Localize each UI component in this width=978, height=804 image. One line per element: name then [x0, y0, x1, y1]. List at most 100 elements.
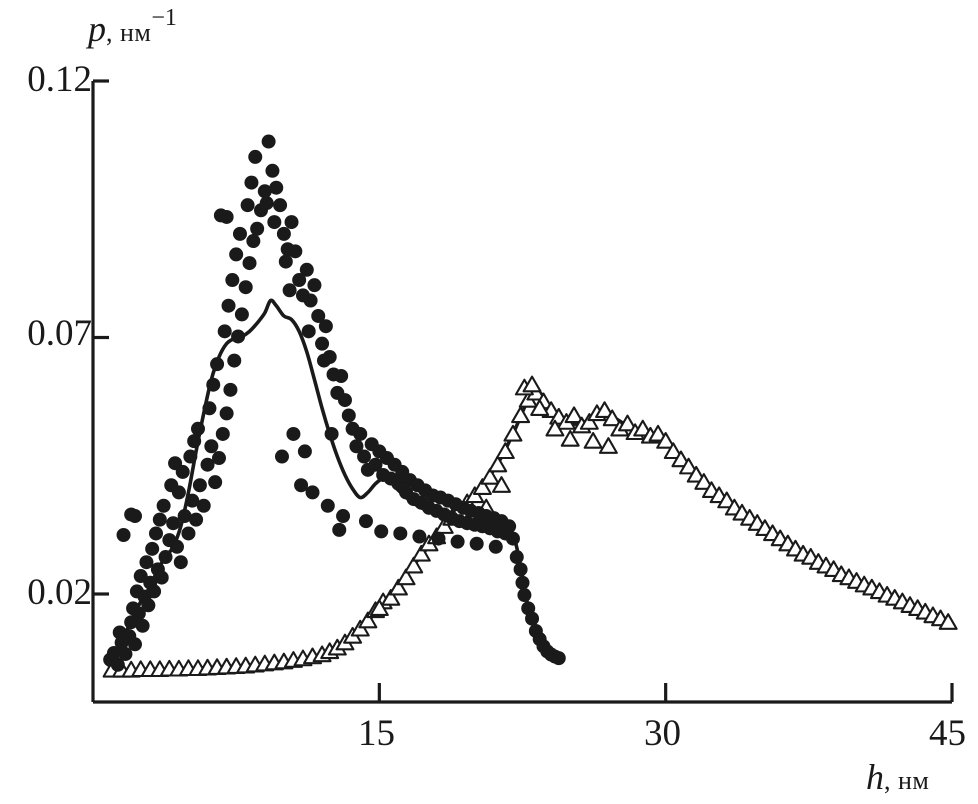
data-point-circle: [282, 283, 297, 298]
data-point-circle: [173, 555, 188, 570]
data-point-circle: [135, 618, 150, 633]
data-point-circle: [488, 539, 503, 554]
y-tick-label-2: 0.02: [27, 572, 92, 613]
data-point-circle: [305, 485, 320, 500]
data-point-circle: [223, 382, 238, 397]
data-point-triangle: [511, 406, 531, 424]
data-point-triangle: [530, 399, 550, 416]
data-point-circle: [232, 226, 247, 241]
data-point-circle: [517, 588, 532, 603]
data-point-triangle: [663, 442, 683, 460]
data-point-circle: [261, 134, 276, 149]
data-point-circle: [211, 451, 226, 466]
data-point-circle: [341, 408, 356, 423]
data-point-circle: [200, 457, 215, 472]
data-point-circle: [145, 541, 160, 556]
x-axis-unit: нм: [898, 766, 930, 795]
data-point-triangle: [522, 375, 542, 393]
data-point-circle: [192, 478, 207, 493]
data-point-circle: [525, 611, 540, 626]
data-point-circle: [175, 464, 190, 479]
data-point-triangle: [617, 414, 637, 432]
data-point-triangle: [404, 556, 424, 574]
data-point-circle: [246, 234, 261, 249]
data-point-circle: [244, 175, 259, 190]
data-point-circle: [185, 493, 200, 508]
x-axis-variable: h: [866, 757, 884, 797]
data-point-circle: [229, 247, 244, 262]
data-point-circle: [154, 570, 169, 585]
data-point-circle: [502, 519, 517, 534]
data-point-circle: [336, 509, 351, 524]
open-triangles-markers: [102, 375, 958, 678]
data-point-triangle: [595, 401, 615, 419]
data-point-triangle: [472, 478, 492, 495]
data-point-circle: [320, 498, 335, 513]
data-point-circle: [204, 439, 219, 454]
data-point-circle: [158, 550, 173, 565]
data-point-circle: [171, 485, 186, 500]
data-point-circle: [206, 377, 221, 392]
data-point-circle: [286, 426, 301, 441]
filled-circles-markers: [103, 134, 566, 672]
data-point-circle: [509, 550, 524, 565]
data-point-triangle: [388, 578, 408, 596]
data-point-circle: [393, 526, 408, 541]
data-point-circle: [250, 221, 265, 236]
data-point-triangle: [564, 406, 584, 424]
data-point-circle: [349, 439, 364, 454]
data-point-circle: [257, 184, 272, 199]
data-point-circle: [267, 215, 282, 230]
data-point-triangle: [656, 432, 676, 449]
data-point-circle: [357, 449, 372, 464]
data-point-circle: [288, 244, 303, 259]
data-point-circle: [166, 516, 181, 531]
data-point-circle: [307, 278, 322, 293]
data-point-triangle: [411, 544, 431, 562]
data-point-circle: [303, 293, 318, 308]
data-point-circle: [196, 498, 211, 513]
y-tick-label-1: 0.07: [27, 313, 92, 354]
data-point-circle: [128, 509, 142, 524]
data-point-circle: [152, 512, 167, 527]
data-point-circle: [118, 647, 133, 662]
y-tick-label-0: 0.12: [27, 59, 92, 100]
x-axis-title: h, нм: [866, 756, 929, 798]
data-point-triangle: [717, 491, 737, 509]
data-point-circle: [116, 528, 131, 542]
data-point-circle: [148, 526, 163, 541]
data-point-triangle: [560, 429, 580, 447]
data-point-circle: [215, 426, 230, 441]
data-point-triangle: [480, 467, 500, 485]
data-point-circle: [141, 598, 156, 613]
data-point-circle: [374, 524, 389, 539]
data-point-triangle: [602, 409, 622, 427]
data-point-circle: [231, 329, 246, 344]
data-point-circle: [219, 209, 234, 224]
data-point-circle: [273, 198, 288, 213]
data-point-circle: [332, 522, 347, 537]
data-point-triangle: [369, 599, 389, 617]
data-point-triangle: [579, 413, 599, 430]
data-point-circle: [274, 449, 289, 464]
data-point-circle: [240, 198, 255, 213]
data-point-triangle: [679, 457, 699, 475]
data-point-circle: [177, 509, 192, 524]
data-point-circle: [301, 324, 316, 339]
data-point-triangle: [495, 442, 515, 460]
data-point-circle: [234, 307, 249, 322]
data-point-circle: [169, 539, 184, 554]
data-point-circle: [131, 606, 146, 621]
data-point-circle: [324, 426, 339, 441]
data-point-circle: [368, 457, 383, 472]
data-point-circle: [311, 308, 326, 323]
data-point-triangle: [583, 432, 603, 449]
data-point-circle: [242, 256, 257, 271]
data-point-circle: [337, 393, 352, 408]
data-point-triangle: [598, 437, 618, 454]
data-point-circle: [208, 475, 223, 490]
data-point-triangle: [396, 568, 416, 586]
data-point-circle: [469, 536, 484, 551]
plot-axes: [91, 81, 952, 704]
